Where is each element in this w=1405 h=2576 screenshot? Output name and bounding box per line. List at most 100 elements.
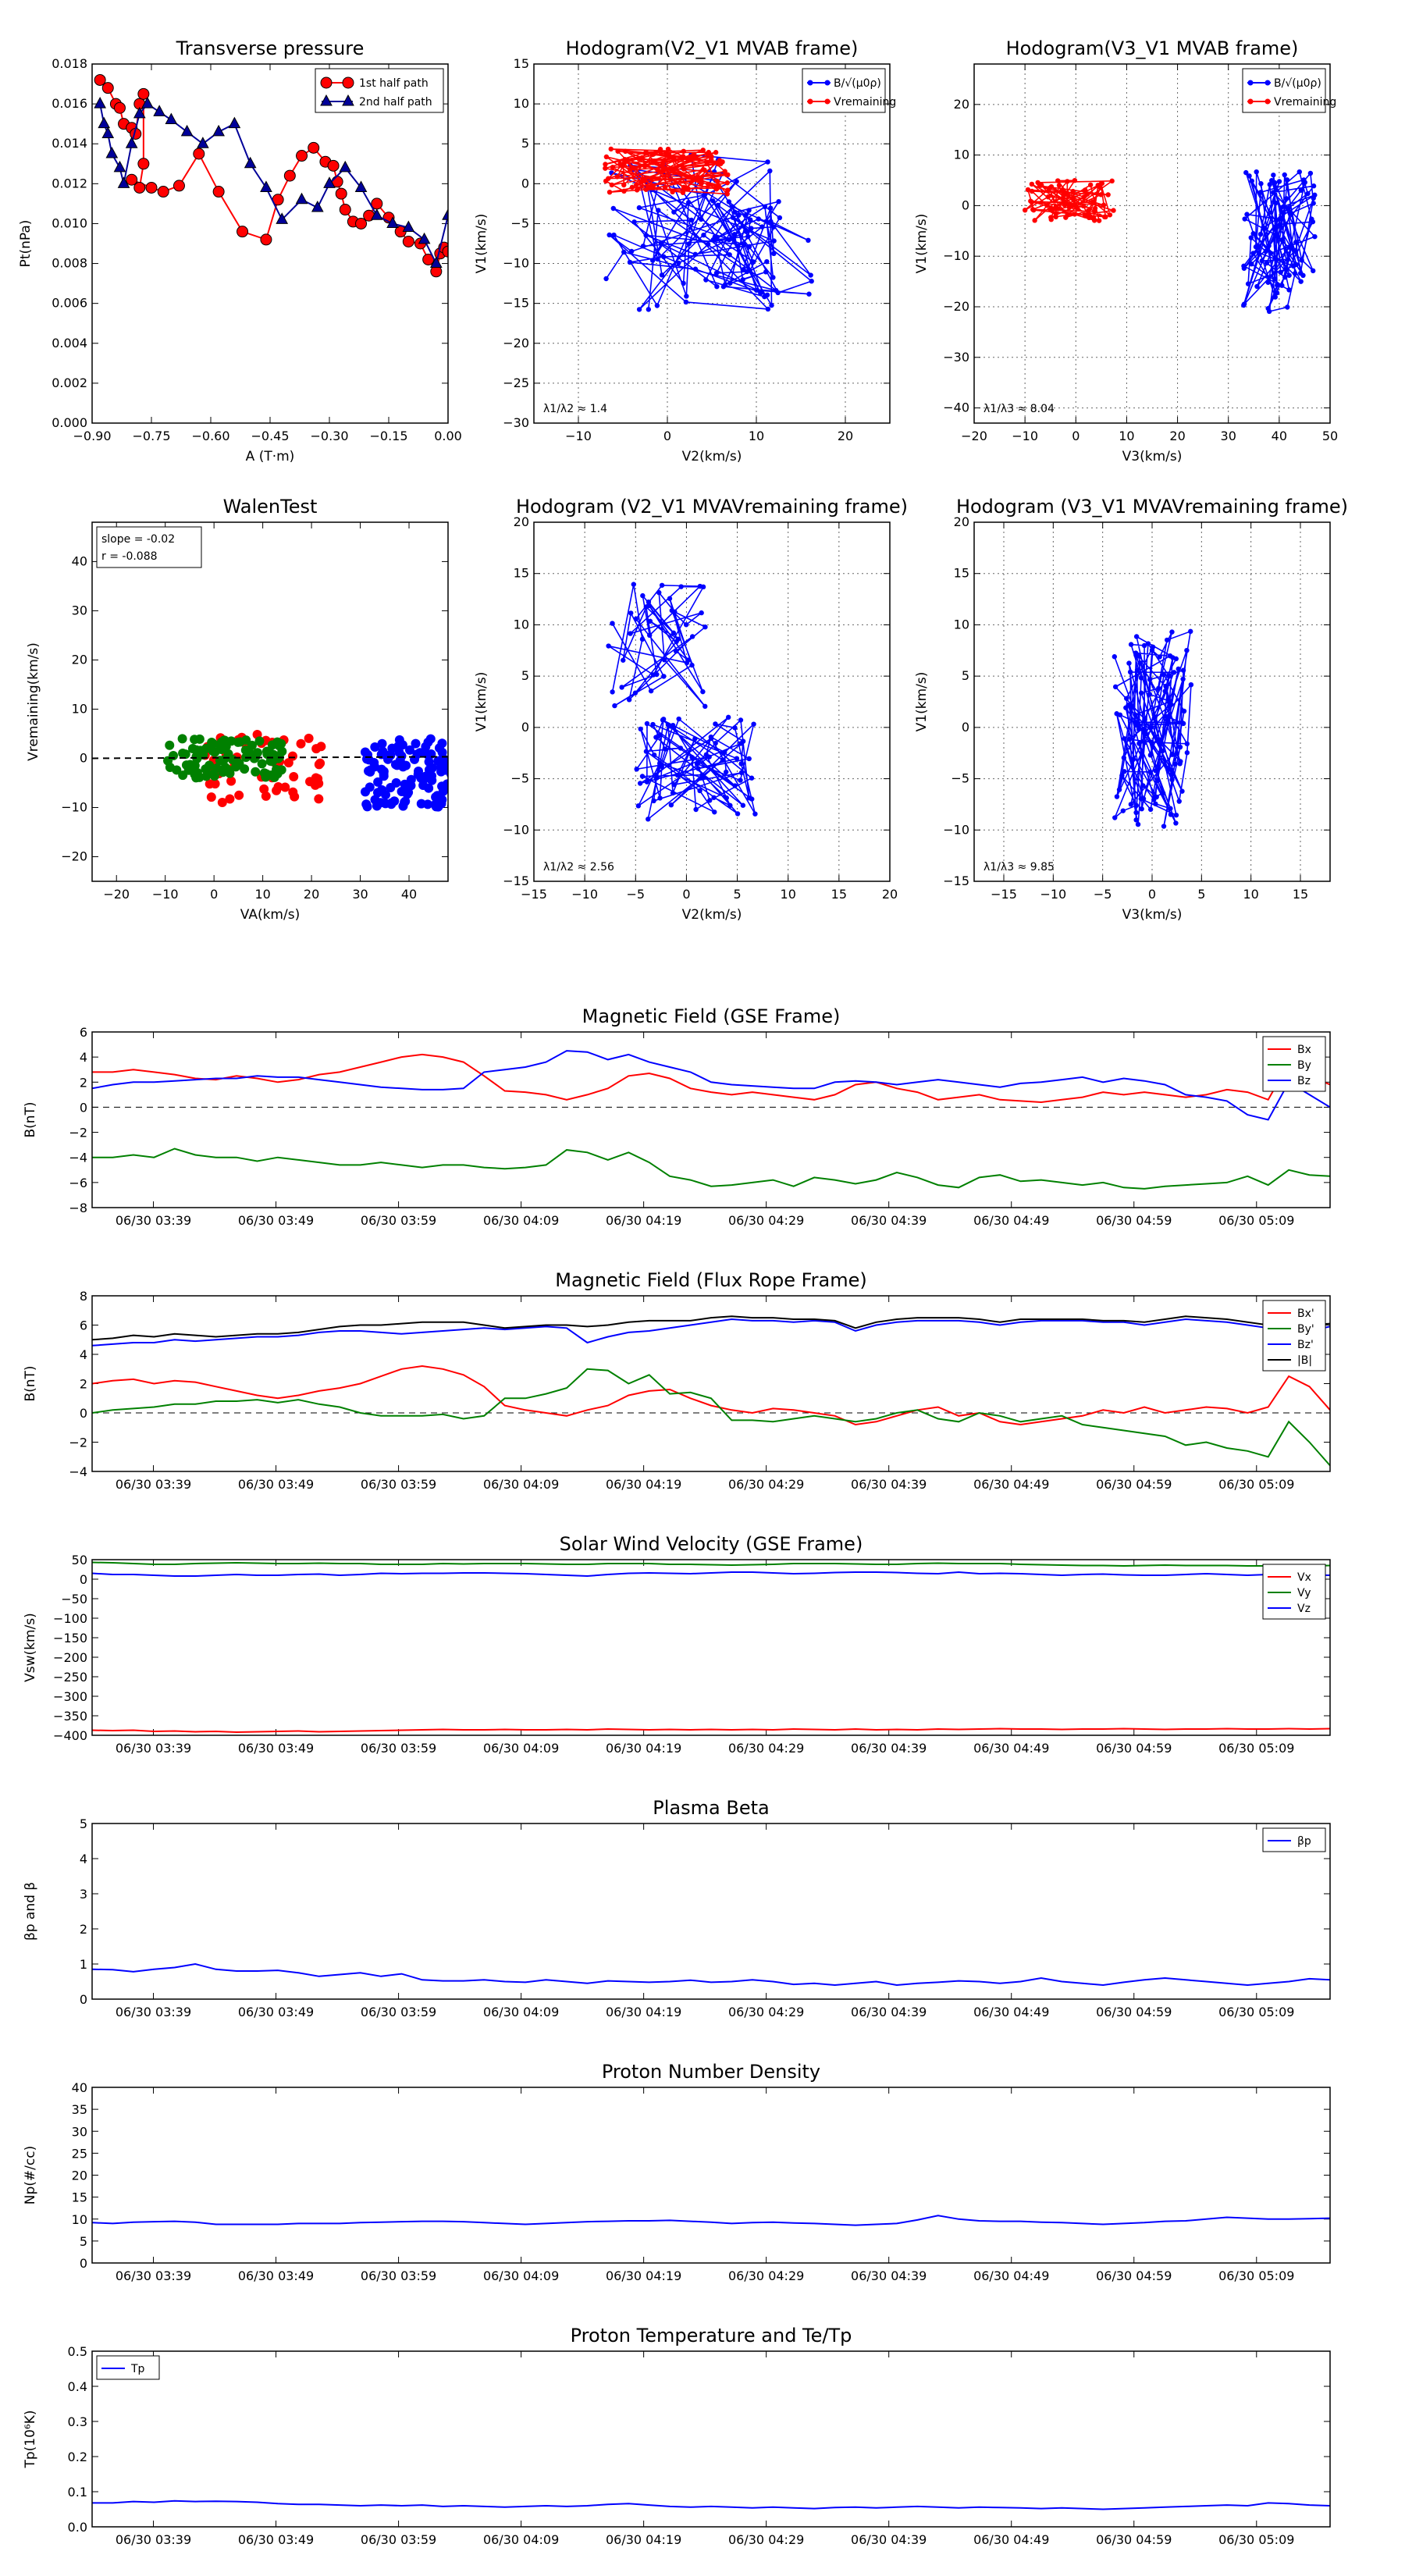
data-point bbox=[1165, 719, 1171, 724]
data-point bbox=[434, 743, 444, 753]
ratio-annotation: λ1/λ2 ≈ 1.4 bbox=[543, 403, 607, 415]
data-point bbox=[400, 797, 410, 807]
x-tick-label: −0.60 bbox=[191, 429, 229, 443]
data-point bbox=[327, 159, 340, 172]
data-point bbox=[720, 757, 726, 763]
data-point bbox=[1126, 660, 1132, 666]
x-tick-label: 06/30 05:09 bbox=[1218, 1213, 1294, 1228]
data-point bbox=[702, 167, 707, 173]
data-point bbox=[683, 299, 689, 305]
data-point bbox=[1257, 231, 1264, 237]
data-point bbox=[1188, 681, 1194, 688]
data-point bbox=[608, 146, 614, 152]
data-point bbox=[427, 775, 437, 785]
data-point bbox=[700, 148, 706, 153]
data-point bbox=[386, 782, 396, 792]
data-point bbox=[686, 241, 692, 247]
data-point bbox=[1290, 263, 1297, 269]
x-axis-label: V2(km/s) bbox=[682, 907, 742, 923]
x-tick-label: 06/30 04:19 bbox=[606, 2532, 681, 2547]
x-tick-label: −20 bbox=[103, 887, 130, 902]
data-point bbox=[153, 105, 165, 116]
data-point bbox=[1060, 187, 1066, 193]
data-point bbox=[311, 773, 321, 783]
data-point bbox=[643, 233, 649, 238]
data-point bbox=[1279, 283, 1285, 288]
y-tick-label: 0.2 bbox=[68, 2450, 87, 2464]
data-point bbox=[308, 141, 320, 154]
data-point bbox=[320, 76, 333, 89]
data-point bbox=[1278, 269, 1283, 276]
data-point bbox=[1270, 190, 1276, 195]
data-point bbox=[1119, 773, 1125, 778]
panel-title: Hodogram(V2_V1 MVAB frame) bbox=[566, 37, 859, 59]
data-point bbox=[692, 736, 698, 742]
data-point bbox=[1160, 790, 1166, 796]
data-point bbox=[1048, 207, 1053, 212]
data-point bbox=[647, 632, 653, 639]
data-point bbox=[260, 180, 272, 192]
data-point bbox=[806, 237, 811, 244]
data-point bbox=[1082, 187, 1088, 193]
legend-marker bbox=[824, 80, 831, 86]
data-point bbox=[1045, 194, 1051, 200]
data-point bbox=[691, 156, 696, 162]
data-point bbox=[603, 276, 609, 282]
y-tick-label: 4 bbox=[80, 1050, 87, 1065]
data-point bbox=[1114, 711, 1119, 717]
data-point bbox=[636, 205, 642, 211]
panel-tp: Proton Temperature and Te/Tp 0.0 0.1 0.2 0.3… bbox=[23, 2325, 1331, 2547]
data-point bbox=[1126, 736, 1133, 742]
data-point bbox=[771, 224, 777, 229]
data-point bbox=[752, 811, 758, 817]
data-point bbox=[418, 232, 431, 244]
data-point bbox=[206, 792, 216, 802]
y-tick-label: −100 bbox=[53, 1611, 87, 1626]
x-tick-label: 15 bbox=[831, 887, 847, 902]
y-tick-label: 2 bbox=[80, 1377, 87, 1392]
legend-label: βp bbox=[1297, 1835, 1311, 1848]
data-point bbox=[658, 241, 664, 247]
x-tick-label: −5 bbox=[1094, 887, 1112, 902]
y-tick-label: 10 bbox=[514, 96, 529, 111]
data-point bbox=[1168, 767, 1175, 773]
y-tick-label: 0 bbox=[80, 1992, 87, 2007]
y-tick-label: 15 bbox=[514, 56, 529, 71]
x-tick-label: 06/30 04:19 bbox=[606, 1741, 681, 1756]
data-point bbox=[617, 161, 623, 167]
data-point bbox=[1293, 240, 1299, 245]
data-point bbox=[740, 802, 746, 808]
data-point bbox=[631, 219, 637, 225]
data-point bbox=[676, 716, 681, 722]
data-point bbox=[722, 169, 727, 174]
data-point bbox=[684, 294, 689, 299]
data-point bbox=[1138, 690, 1144, 696]
data-point bbox=[261, 746, 272, 756]
data-point bbox=[1282, 274, 1288, 280]
data-point bbox=[192, 753, 202, 763]
data-point bbox=[431, 802, 441, 812]
legend-marker bbox=[1247, 98, 1254, 105]
tp-data bbox=[92, 2500, 1330, 2510]
panel-title: Hodogram(V3_V1 MVAB frame) bbox=[1006, 37, 1299, 59]
data-point bbox=[1274, 283, 1280, 288]
data-point bbox=[165, 112, 178, 125]
data-point bbox=[683, 622, 689, 628]
data-point bbox=[681, 280, 686, 286]
hodo4-data bbox=[1112, 628, 1194, 829]
data-point bbox=[713, 185, 719, 191]
y-tick-label: −20 bbox=[943, 299, 969, 314]
panel-bfr: Magnetic Field (Flux Rope Frame) −4 −2 0 2 4 6… bbox=[23, 1269, 1331, 1492]
data-point bbox=[1065, 179, 1070, 184]
data-point bbox=[715, 161, 721, 167]
data-point bbox=[1029, 188, 1035, 194]
data-point bbox=[1286, 287, 1292, 293]
data-point bbox=[642, 150, 649, 156]
data-point bbox=[727, 802, 733, 809]
data-point bbox=[380, 799, 390, 809]
data-point bbox=[265, 756, 276, 767]
data-point bbox=[1162, 688, 1168, 694]
ratio-annotation: λ1/λ3 ≈ 8.04 bbox=[984, 403, 1055, 415]
data-point bbox=[320, 94, 333, 106]
panel-hodo3: Hodogram (V2_V1 MVAVremaining frame)−15−… bbox=[474, 496, 908, 923]
